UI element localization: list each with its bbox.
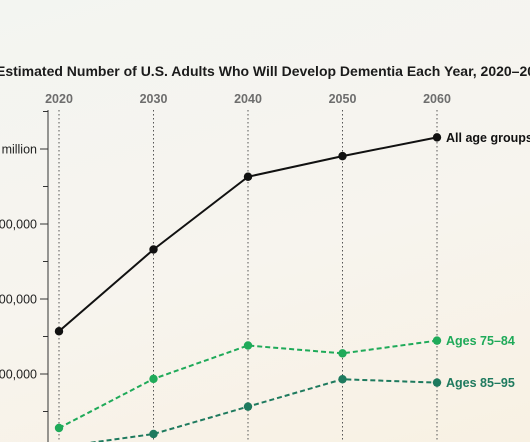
y-tick-label-400-000: 400,000: [0, 368, 37, 382]
point-ages-75-84-2020: [54, 423, 64, 433]
point-ages-85-95-2040: [243, 402, 253, 411]
point-all-age-groups-2020: [54, 327, 64, 336]
y-tick-label-800-000: 800,000: [0, 218, 37, 232]
point-all-age-groups-2050: [338, 151, 347, 161]
point-ages-75-84-2060: [432, 336, 442, 345]
x-tick-label-2040: 2040: [234, 92, 262, 106]
point-ages-85-95-2050: [338, 375, 347, 384]
y-tick-label-1-million: 1 million: [0, 143, 37, 157]
point-all-age-groups-2030: [149, 245, 158, 254]
label-layer: 2020 2030 2040 2050 2060 All age groups Ages 7…: [45, 92, 530, 390]
series-label-all-age-groups: All age groups: [446, 131, 530, 145]
x-tick-label-2020: 2020: [45, 92, 73, 106]
series-layer: [54, 133, 442, 442]
x-tick-label-2050: 2050: [329, 92, 357, 106]
point-ages-75-84-2050: [338, 349, 347, 358]
series-label-ages-85-95: Ages 85–95: [446, 376, 515, 390]
point-all-age-groups-2060: [432, 133, 442, 142]
y-tick-label-600-000: 600,000: [0, 293, 37, 307]
point-all-age-groups-2040: [243, 172, 253, 181]
grid-layer: [58, 110, 438, 442]
point-ages-85-95-2060: [432, 378, 442, 387]
point-ages-75-84-2030: [149, 374, 158, 384]
x-tick-label-2060: 2060: [423, 92, 451, 106]
x-tick-label-2030: 2030: [140, 92, 168, 106]
series-label-ages-75-84: Ages 75–84: [446, 334, 515, 348]
chart-title: Estimated Number of U.S. Adults Who Will…: [0, 63, 530, 79]
point-ages-85-95-2030: [149, 429, 158, 439]
point-ages-75-84-2040: [243, 341, 253, 350]
axis-layer: 400,000 600,000 800,000 1 million: [0, 110, 49, 442]
